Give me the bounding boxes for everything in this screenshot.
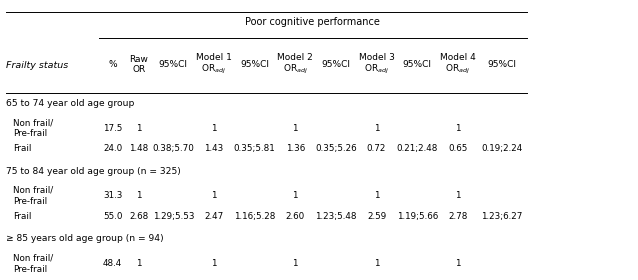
Text: Poor cognitive performance: Poor cognitive performance (245, 17, 380, 27)
Text: 55.0: 55.0 (103, 212, 122, 221)
Text: 1: 1 (374, 259, 379, 268)
Text: Frail: Frail (13, 212, 31, 221)
Text: 1.16;5.28: 1.16;5.28 (234, 212, 275, 221)
Text: 1: 1 (292, 191, 298, 200)
Text: Raw
OR: Raw OR (130, 55, 149, 74)
Text: 2.47: 2.47 (204, 212, 223, 221)
Text: 0.65: 0.65 (448, 144, 468, 153)
Text: 1: 1 (455, 123, 461, 132)
Text: 1.23;6.27: 1.23;6.27 (481, 212, 523, 221)
Text: %: % (108, 60, 117, 69)
Text: 1.36: 1.36 (286, 144, 305, 153)
Text: Non frail/
Pre-frail: Non frail/ Pre-frail (13, 254, 53, 274)
Text: 2.78: 2.78 (448, 212, 468, 221)
Text: 48.4: 48.4 (103, 259, 122, 268)
Text: 2.68: 2.68 (130, 212, 149, 221)
Text: 24.0: 24.0 (103, 144, 122, 153)
Text: 1.23;5.48: 1.23;5.48 (315, 212, 357, 221)
Text: 1: 1 (136, 191, 142, 200)
Text: 2.60: 2.60 (286, 212, 305, 221)
Text: Non frail/
Pre-frail: Non frail/ Pre-frail (13, 186, 53, 206)
Text: 0.21;2.48: 0.21;2.48 (396, 144, 438, 153)
Text: 0.35;5.26: 0.35;5.26 (315, 144, 357, 153)
Text: Frailty status: Frailty status (6, 61, 69, 70)
Text: 1: 1 (211, 123, 217, 132)
Text: Model 4
$\mathrm{OR}_{adj}$: Model 4 $\mathrm{OR}_{adj}$ (440, 53, 476, 76)
Text: 0.72: 0.72 (367, 144, 386, 153)
Text: 65 to 74 year old age group: 65 to 74 year old age group (6, 99, 135, 108)
Text: 95%CI: 95%CI (403, 60, 432, 69)
Text: 95%CI: 95%CI (322, 60, 350, 69)
Text: 75 to 84 year old age group (n = 325): 75 to 84 year old age group (n = 325) (6, 167, 181, 176)
Text: 0.35;5.81: 0.35;5.81 (234, 144, 276, 153)
Text: 1: 1 (211, 259, 217, 268)
Text: 2.59: 2.59 (367, 212, 386, 221)
Text: ≥ 85 years old age group (n = 94): ≥ 85 years old age group (n = 94) (6, 234, 164, 243)
Text: 31.3: 31.3 (103, 191, 122, 200)
Text: 1.29;5.53: 1.29;5.53 (152, 212, 194, 221)
Text: 95%CI: 95%CI (159, 60, 188, 69)
Text: 95%CI: 95%CI (240, 60, 269, 69)
Text: Model 1
$\mathrm{OR}_{adj}$: Model 1 $\mathrm{OR}_{adj}$ (196, 53, 232, 76)
Text: 1: 1 (455, 191, 461, 200)
Text: 1: 1 (292, 123, 298, 132)
Text: 1.48: 1.48 (130, 144, 149, 153)
Text: 1: 1 (211, 191, 217, 200)
Text: Model 3
$\mathrm{OR}_{adj}$: Model 3 $\mathrm{OR}_{adj}$ (359, 53, 394, 76)
Text: 0.19;2.24: 0.19;2.24 (481, 144, 522, 153)
Text: 0.38;5.70: 0.38;5.70 (152, 144, 194, 153)
Text: 1.19;5.66: 1.19;5.66 (397, 212, 438, 221)
Text: 1: 1 (136, 123, 142, 132)
Text: 1.43: 1.43 (204, 144, 223, 153)
Text: 1: 1 (455, 259, 461, 268)
Text: Non frail/
Pre-frail: Non frail/ Pre-frail (13, 118, 53, 138)
Text: Frail: Frail (13, 144, 31, 153)
Text: 1: 1 (292, 259, 298, 268)
Text: Model 2
$\mathrm{OR}_{adj}$: Model 2 $\mathrm{OR}_{adj}$ (278, 53, 313, 76)
Text: 1: 1 (136, 259, 142, 268)
Text: 1: 1 (374, 123, 379, 132)
Text: 95%CI: 95%CI (487, 60, 516, 69)
Text: 1: 1 (374, 191, 379, 200)
Text: 17.5: 17.5 (103, 123, 122, 132)
